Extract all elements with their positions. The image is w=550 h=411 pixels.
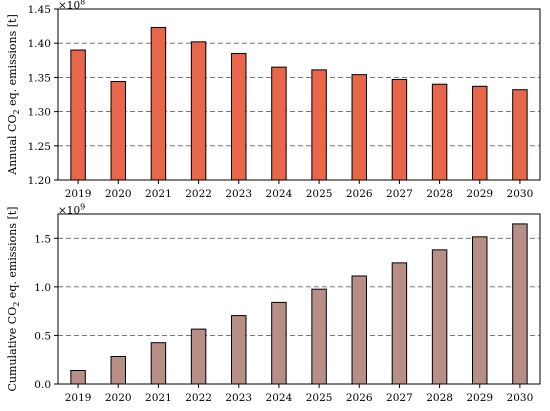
bar-2028 xyxy=(431,83,448,181)
bar-2026 xyxy=(351,275,367,385)
x-tick-label: 2024 xyxy=(266,188,293,200)
bar-2022 xyxy=(190,328,207,385)
y-tick-label: 0.0 xyxy=(34,379,51,391)
x-tick-label: 2030 xyxy=(507,188,534,200)
bar-2025 xyxy=(311,288,327,385)
bar-2024 xyxy=(271,301,287,385)
x-tick-label: 2019 xyxy=(65,188,92,200)
y-axis-label: Cumulative CO2 eq. emissions [t] xyxy=(6,207,21,392)
bar-2022 xyxy=(190,41,207,181)
y-tick-label: 1.25 xyxy=(28,141,51,153)
y-tick-label: 1.0 xyxy=(34,282,51,294)
bar-2030 xyxy=(512,223,528,385)
chart-panel-2: 0.0 0.5 1.0 1.5 2019 2020 2021 2022 2023 2024 2025… xyxy=(6,203,541,404)
x-tick-label: 2019 xyxy=(65,392,92,404)
bar-2023 xyxy=(231,315,247,385)
bar-2024 xyxy=(271,66,287,181)
bar-2019 xyxy=(70,49,86,181)
x-tick-label: 2025 xyxy=(306,188,333,200)
bar-2027 xyxy=(391,262,408,385)
x-tick-label: 2025 xyxy=(306,392,333,404)
y-tick-label: 1.5 xyxy=(34,233,51,245)
chart-panel-1: 1.20 1.25 1.30 1.35 1.40 1.45 2019 2020 2021 2022… xyxy=(6,0,541,200)
x-tick-label: 2027 xyxy=(386,188,413,200)
x-tick-label: 2026 xyxy=(346,188,373,200)
bar-2020 xyxy=(110,356,126,385)
plot-frame xyxy=(57,8,541,181)
bar-2023 xyxy=(231,52,247,181)
y-tick-label: 0.5 xyxy=(34,330,51,342)
bar-2025 xyxy=(311,69,327,181)
bar-2020 xyxy=(110,81,126,181)
bar-2029 xyxy=(472,85,488,181)
x-tick-label: 2021 xyxy=(145,392,172,404)
x-tick-label: 2022 xyxy=(185,188,212,200)
bar-2019 xyxy=(70,369,86,385)
bar-2021 xyxy=(150,26,167,181)
x-tick-label: 2020 xyxy=(105,188,132,200)
plot-frame xyxy=(57,213,541,385)
x-tick-label: 2029 xyxy=(466,392,493,404)
x-tick-label: 2028 xyxy=(426,188,453,200)
x-tick-label: 2023 xyxy=(225,188,252,200)
y-axis-label: Annual CO2 eq. emissions [t] xyxy=(6,14,21,175)
y-tick-label: 1.20 xyxy=(28,175,51,187)
y-tick-label: 1.40 xyxy=(28,38,51,50)
y-tick-label: 1.35 xyxy=(28,72,51,84)
x-tick-label: 2020 xyxy=(105,392,132,404)
x-tick-label: 2026 xyxy=(346,392,373,404)
x-tick-label: 2023 xyxy=(225,392,252,404)
bar-2027 xyxy=(391,78,408,181)
x-tick-label: 2027 xyxy=(386,392,413,404)
x-tick-label: 2022 xyxy=(185,392,212,404)
y-multiplier: ×108 xyxy=(58,0,85,12)
x-tick-label: 2021 xyxy=(145,188,172,200)
bar-2030 xyxy=(512,89,528,181)
y-tick-label: 1.30 xyxy=(28,107,51,119)
x-tick-label: 2028 xyxy=(426,392,453,404)
x-tick-label: 2029 xyxy=(466,188,493,200)
bar-2029 xyxy=(472,236,488,385)
y-multiplier: ×109 xyxy=(58,203,85,217)
bar-2026 xyxy=(351,74,367,181)
x-tick-label: 2030 xyxy=(507,392,534,404)
bar-2028 xyxy=(431,249,448,385)
y-tick-label: 1.45 xyxy=(28,4,51,16)
bar-2021 xyxy=(150,342,167,385)
x-tick-label: 2024 xyxy=(266,392,293,404)
